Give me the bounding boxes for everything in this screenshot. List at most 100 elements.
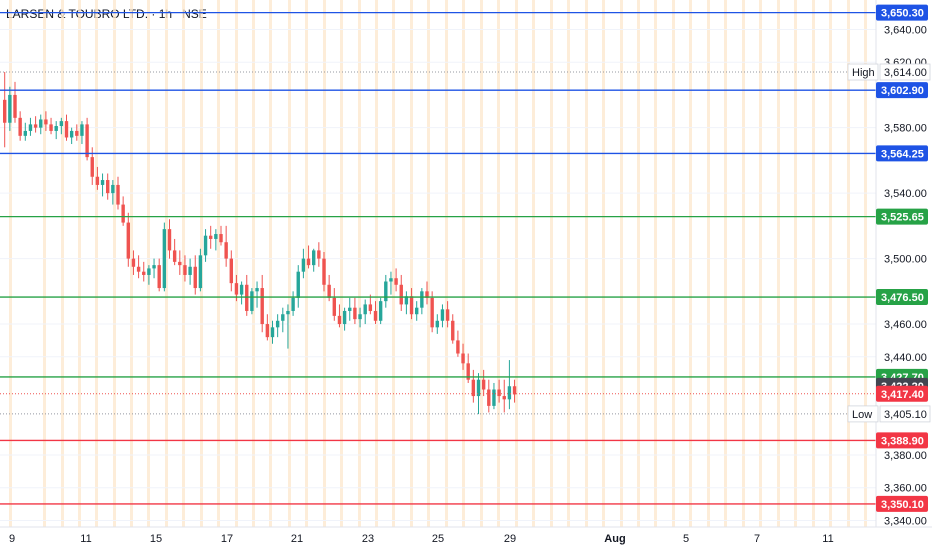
candle-body (188, 266, 192, 275)
candle-body (497, 389, 501, 397)
session-band (620, 0, 623, 527)
candle-body (198, 255, 203, 289)
candle-body (358, 314, 362, 320)
price-tick-label: 3,360.00 (884, 483, 927, 495)
session-band (61, 0, 64, 527)
high-label-caption: High (852, 67, 875, 79)
low-label-box (879, 405, 931, 423)
time-tick-label: Aug (604, 533, 625, 545)
candle-body (502, 396, 506, 400)
candle-body (440, 309, 445, 321)
candle-body (368, 304, 373, 311)
candle-body (255, 288, 259, 292)
low-label-value: 3,405.10 (884, 409, 927, 421)
session-band (480, 0, 483, 527)
session-band (689, 0, 692, 527)
candle-body (389, 278, 393, 282)
candle-body (435, 320, 439, 328)
time-tick-label: 5 (683, 533, 689, 545)
candle-body (409, 296, 414, 315)
candle-body (363, 304, 367, 315)
candle-body (167, 229, 172, 251)
candle-body (306, 258, 311, 266)
low-label-caption: Low (852, 409, 872, 421)
candle-body (126, 222, 130, 259)
time-tick-label: 9 (9, 533, 15, 545)
level-price-tag (876, 4, 928, 21)
level-price-tag (876, 432, 928, 449)
session-band (78, 0, 81, 527)
session-band (305, 0, 308, 527)
session-band (113, 0, 116, 527)
candle-body (178, 261, 182, 266)
candle-body (404, 296, 409, 305)
level-price-tag (876, 82, 928, 99)
candle-body (461, 353, 465, 364)
session-band (864, 0, 867, 527)
candle-body (420, 291, 424, 308)
candle-body (85, 124, 89, 158)
candle-body (69, 130, 74, 138)
candle-body (100, 180, 105, 185)
high-label-box (879, 63, 931, 81)
session-band (707, 0, 710, 527)
candle-body (214, 234, 218, 239)
candle-body (512, 386, 517, 395)
time-tick-label: 25 (432, 533, 444, 545)
session-band (515, 0, 518, 527)
session-band (95, 0, 98, 527)
candle-body (95, 176, 100, 185)
candle-body (28, 124, 33, 131)
candle-body (451, 320, 455, 341)
session-band (637, 0, 640, 527)
candle-body (147, 268, 151, 275)
time-tick-label: 29 (504, 533, 516, 545)
price-tick-label: 3,540.00 (884, 188, 927, 200)
candle-body (384, 281, 388, 302)
candle-body (286, 310, 290, 315)
session-band (235, 0, 238, 527)
candle-body (492, 389, 496, 406)
candle-body (301, 258, 306, 272)
level-price-tag (876, 145, 928, 162)
high-label-caption-box (847, 63, 879, 81)
candle-body (162, 229, 167, 289)
session-band (288, 0, 291, 527)
candle-body (291, 297, 295, 311)
level-price-tag-text: 3,388.90 (881, 435, 924, 447)
candle-body (121, 204, 125, 223)
candle-body (337, 315, 342, 325)
level-price-tag-text: 3,602.90 (881, 85, 924, 97)
session-band (43, 0, 46, 527)
session-band (252, 0, 255, 527)
candle-body (111, 184, 115, 194)
session-band (269, 0, 272, 527)
level-price-tag-text: 3,350.10 (881, 499, 924, 511)
candle-body (80, 124, 84, 136)
candle-body (425, 291, 429, 298)
candle-body (456, 340, 460, 354)
time-axis (0, 527, 932, 550)
level-price-tag (876, 208, 928, 225)
session-band (532, 0, 535, 527)
price-tick-label: 3,500.00 (884, 254, 927, 266)
candle-body (430, 297, 434, 328)
candle-body (296, 271, 300, 298)
candle-body (23, 130, 27, 136)
candle-body (270, 327, 275, 338)
candle-body (172, 250, 177, 262)
symbol-name: LARSEN & TOUBRO LTD. (6, 7, 149, 21)
candle-body (332, 297, 336, 316)
candle-body (327, 284, 331, 298)
candle-body (183, 265, 187, 275)
candle-body (322, 258, 326, 285)
candle-body (8, 94, 12, 123)
candle-body (317, 250, 321, 259)
candle-body (476, 379, 481, 397)
candle-body (3, 99, 7, 123)
candle-body (106, 180, 110, 194)
level-price-tag-text: 3,525.65 (881, 212, 924, 224)
session-band (829, 0, 832, 527)
price-tick-label: 3,460.00 (884, 319, 927, 331)
